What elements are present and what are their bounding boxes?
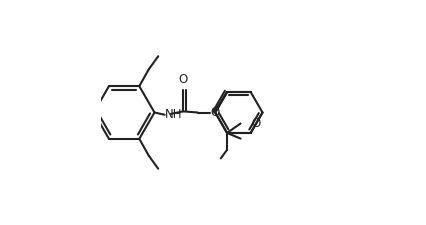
Text: O: O	[252, 117, 261, 130]
Text: NH: NH	[165, 108, 183, 121]
Text: O: O	[211, 106, 220, 119]
Text: O: O	[178, 73, 188, 86]
